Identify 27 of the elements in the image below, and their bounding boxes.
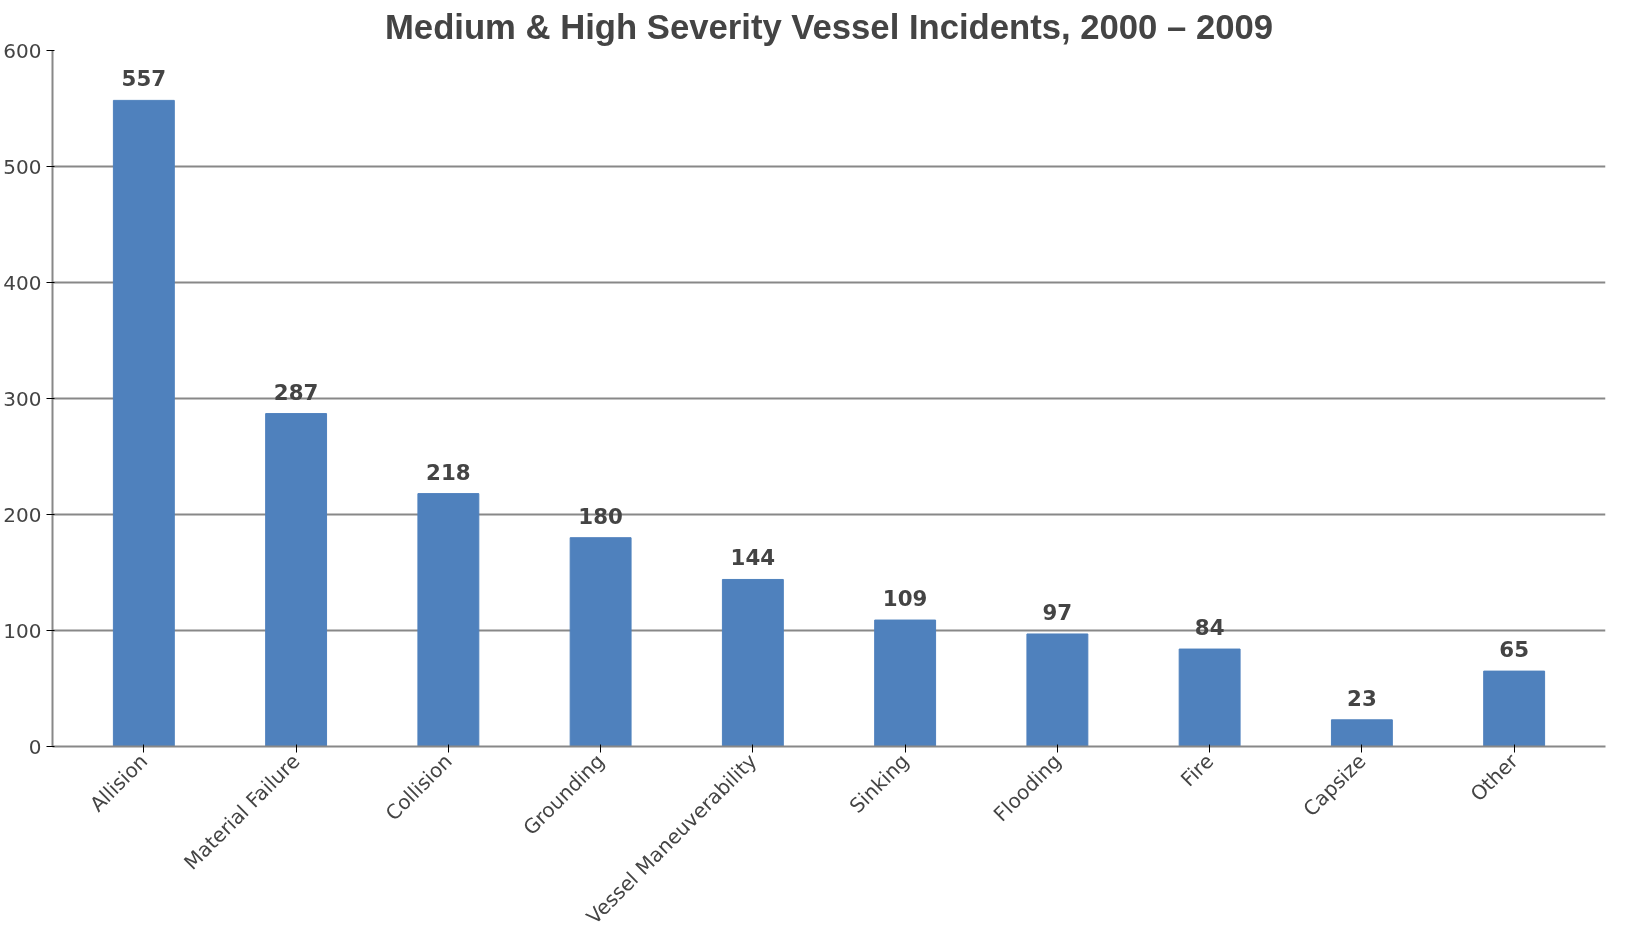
bar	[1330, 719, 1393, 747]
data-label: 144	[730, 545, 776, 571]
y-tick-label: 0	[28, 734, 42, 759]
bar	[1483, 670, 1546, 747]
data-label: 97	[1042, 599, 1073, 625]
y-tick-label: 500	[3, 154, 42, 179]
data-label: 109	[882, 586, 928, 612]
data-label: 557	[121, 66, 167, 92]
y-tick-label: 200	[3, 502, 42, 527]
data-label: 23	[1347, 685, 1377, 711]
data-label: 218	[426, 459, 471, 485]
y-tick-label: 100	[3, 618, 42, 643]
bar	[874, 619, 937, 747]
chart-title: Medium & High Severity Vessel Incidents, 2000 – 2009	[385, 7, 1273, 46]
bar	[721, 578, 784, 747]
data-label: 287	[273, 379, 319, 405]
bar	[569, 537, 632, 747]
x-tick-label: Fire	[1175, 749, 1219, 792]
y-tick-label: 400	[3, 270, 42, 295]
bar	[417, 493, 480, 747]
bar	[1026, 633, 1089, 747]
y-tick-label: 600	[3, 38, 42, 63]
y-tick-label: 300	[3, 386, 42, 411]
data-label: 65	[1499, 637, 1529, 663]
bar	[112, 99, 175, 747]
bar	[1178, 648, 1241, 747]
bar	[265, 413, 328, 747]
